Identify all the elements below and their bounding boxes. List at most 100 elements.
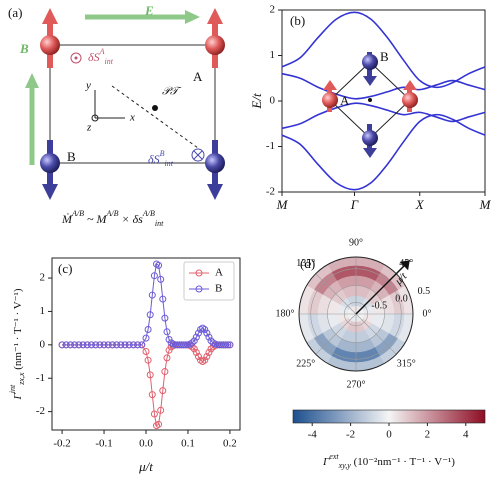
data-marker xyxy=(201,325,209,333)
angular-tick-label: 90° xyxy=(349,237,363,248)
y-tick-label: -2 xyxy=(266,186,275,198)
spin-b-1 xyxy=(40,140,60,200)
data-marker xyxy=(192,333,200,341)
data-marker xyxy=(203,353,211,361)
data-marker xyxy=(159,387,167,395)
spin-a-1 xyxy=(40,8,60,68)
panel-label: (c) xyxy=(58,261,72,276)
out-of-plane-symbol xyxy=(70,52,82,64)
data-marker xyxy=(205,333,213,341)
series-line xyxy=(281,11,486,89)
colorbar-tick-label: 0 xyxy=(386,429,392,441)
legend-label: A xyxy=(215,267,223,279)
radial-tick-label: 0.0 xyxy=(395,293,408,304)
into-plane-symbol xyxy=(191,148,205,162)
inset-center xyxy=(368,98,372,102)
spin-a-2 xyxy=(205,8,225,68)
x-tick-label: Γ xyxy=(350,197,359,212)
y-tick-label: 2 xyxy=(40,272,46,284)
legend-box xyxy=(183,261,235,301)
series-line xyxy=(62,263,230,346)
y-tick-label: -1 xyxy=(36,372,45,384)
data-marker xyxy=(134,341,142,349)
legend-label: B xyxy=(215,283,222,295)
colorbar-tick-label: 2 xyxy=(425,429,431,441)
data-marker xyxy=(161,368,169,376)
data-marker xyxy=(92,341,100,349)
angular-tick-label: 180° xyxy=(276,308,295,319)
data-marker xyxy=(226,341,234,349)
data-marker xyxy=(142,348,150,356)
colorbar-tick-label: -4 xyxy=(308,429,318,441)
series-line xyxy=(281,72,486,100)
data-marker xyxy=(71,341,79,349)
data-marker xyxy=(113,341,121,349)
series-line xyxy=(281,113,486,191)
angular-tick-label: 315° xyxy=(397,359,416,370)
x-tick-label: 0.1 xyxy=(181,438,195,450)
data-marker xyxy=(144,325,152,333)
angular-tick-label: 135° xyxy=(296,258,315,269)
spin-a-label: δSAint xyxy=(88,47,114,66)
y-tick-label: 0 xyxy=(270,95,276,107)
y-tick-label: -1 xyxy=(266,140,275,152)
data-marker xyxy=(155,261,163,269)
data-marker xyxy=(138,341,146,349)
site-a-label: A xyxy=(193,69,203,84)
lattice-square xyxy=(49,44,216,164)
data-marker xyxy=(161,314,169,322)
formula: ṀA/B ~ MA/B × δsA/Bint xyxy=(61,209,164,228)
axis-y-label: y xyxy=(85,80,91,92)
inset-label: B xyxy=(380,49,389,64)
into-plane-cross xyxy=(193,150,203,160)
radial-tick-label: 0.5 xyxy=(418,286,431,297)
inversion-line xyxy=(111,85,199,149)
b-label: B xyxy=(19,41,29,56)
inset-spin xyxy=(362,124,378,158)
data-marker xyxy=(121,341,129,349)
x-tick-label: -0.2 xyxy=(53,438,70,450)
spin-b-label: δSBint xyxy=(148,149,174,168)
inset-spin xyxy=(362,52,378,86)
data-marker xyxy=(207,345,215,353)
x-tick-label: 0.2 xyxy=(223,438,237,450)
data-marker xyxy=(157,406,165,414)
data-marker xyxy=(190,337,198,345)
data-marker xyxy=(148,391,156,399)
radial-tick-label: -0.5 xyxy=(371,301,387,312)
inset-diagram: B A xyxy=(322,49,418,158)
data-marker xyxy=(148,291,156,299)
data-marker xyxy=(146,311,154,319)
plot-frame xyxy=(281,9,486,193)
data-marker xyxy=(58,341,66,349)
data-marker xyxy=(117,341,125,349)
axis-z-symbol xyxy=(91,114,99,122)
data-marker xyxy=(100,341,108,349)
spin-b-2 xyxy=(205,140,225,200)
inset-spin xyxy=(402,80,418,112)
data-marker xyxy=(129,341,137,349)
data-marker xyxy=(201,356,209,364)
y-axis-label: E/t xyxy=(249,93,264,110)
angular-grid xyxy=(315,313,357,355)
colorbar xyxy=(292,409,486,424)
data-marker xyxy=(190,345,198,353)
angular-tick-label: 225° xyxy=(296,359,315,370)
data-marker xyxy=(62,341,70,349)
data-marker xyxy=(192,349,200,357)
radial-arrow-head xyxy=(399,260,410,271)
data-marker xyxy=(207,337,215,345)
y-tick-label: 1 xyxy=(270,49,276,61)
site-b-label: B xyxy=(67,149,76,164)
data-marker xyxy=(150,272,158,280)
data-marker xyxy=(182,341,190,349)
y-tick-label: 1 xyxy=(40,305,46,317)
out-of-plane-dot xyxy=(74,56,78,60)
x-tick-label: X xyxy=(415,197,425,212)
e-arrow-head xyxy=(185,10,200,24)
inset-spin xyxy=(322,80,338,112)
data-marker xyxy=(163,328,171,336)
data-marker xyxy=(144,356,152,364)
angular-grid xyxy=(355,313,397,355)
y-tick-label: 0 xyxy=(40,338,46,350)
